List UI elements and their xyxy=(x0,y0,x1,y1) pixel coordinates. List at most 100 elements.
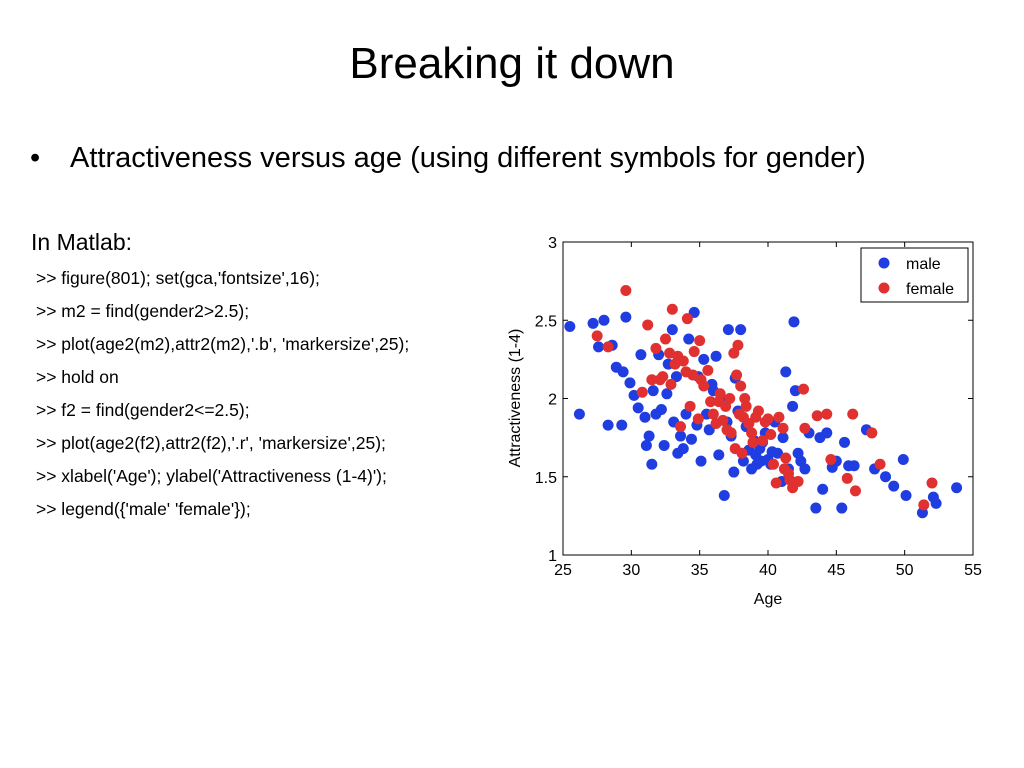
female-point xyxy=(692,413,704,425)
matlab-intro: In Matlab: xyxy=(31,229,132,255)
legend-marker-female xyxy=(878,282,890,294)
female-point xyxy=(707,408,719,420)
code-line: >> m2 = find(gender2>2.5); xyxy=(36,301,250,321)
female-point xyxy=(660,333,671,345)
legend-label-female: female xyxy=(906,281,954,298)
male-point xyxy=(810,502,822,514)
male-point xyxy=(897,454,909,466)
male-point xyxy=(710,350,722,362)
x-tick-label: 55 xyxy=(964,562,982,579)
female-point xyxy=(732,339,744,351)
data-points xyxy=(564,285,963,519)
female-point xyxy=(705,396,717,408)
female-point xyxy=(666,303,678,315)
male-point xyxy=(685,433,697,445)
female-point xyxy=(874,458,886,470)
code-line: >> legend({'male' 'female'}); xyxy=(36,499,251,519)
female-point xyxy=(702,364,714,376)
female-point xyxy=(926,477,938,489)
female-point xyxy=(866,427,878,439)
female-point xyxy=(811,410,823,422)
y-tick-label: 2 xyxy=(548,392,557,409)
male-point xyxy=(647,385,659,397)
female-point xyxy=(725,427,737,439)
male-point xyxy=(888,480,900,492)
male-point xyxy=(640,439,652,451)
male-point xyxy=(780,366,792,378)
female-point xyxy=(714,388,726,400)
male-point xyxy=(602,419,614,431)
male-point xyxy=(836,502,848,514)
female-point xyxy=(798,383,810,395)
male-point xyxy=(722,324,734,336)
female-point xyxy=(847,408,859,420)
male-point xyxy=(695,455,707,467)
female-point xyxy=(773,411,785,423)
female-point xyxy=(646,374,658,386)
female-point xyxy=(792,475,804,487)
male-point xyxy=(646,458,658,470)
male-point xyxy=(666,324,678,336)
female-point xyxy=(717,414,729,426)
male-point xyxy=(880,471,892,483)
male-point xyxy=(616,419,628,431)
male-point xyxy=(564,321,576,333)
female-point xyxy=(780,452,792,464)
male-point xyxy=(573,408,585,420)
female-point xyxy=(740,400,752,412)
male-point xyxy=(698,353,710,365)
x-tick-label: 50 xyxy=(896,562,914,579)
male-point xyxy=(632,402,644,414)
x-tick-label: 35 xyxy=(691,562,709,579)
male-point xyxy=(788,316,800,328)
female-point xyxy=(767,458,779,470)
female-point xyxy=(657,371,669,383)
male-point xyxy=(639,411,651,423)
female-point xyxy=(735,380,747,392)
female-point xyxy=(694,335,706,347)
female-point xyxy=(681,313,693,325)
female-point xyxy=(687,369,699,381)
bullet-text: Attractiveness versus age (using differe… xyxy=(70,142,866,174)
male-point xyxy=(683,333,695,345)
code-line: >> plot(age2(f2),attr2(f2),'.r', 'marker… xyxy=(36,433,386,453)
female-point xyxy=(841,472,853,484)
legend-box xyxy=(860,247,969,303)
female-point xyxy=(752,405,764,417)
male-point xyxy=(643,430,655,442)
female-point xyxy=(724,393,736,404)
slide-title: Breaking it down xyxy=(349,39,675,88)
male-point xyxy=(718,490,730,502)
female-point xyxy=(757,435,769,447)
y-tick-label: 3 xyxy=(548,235,557,252)
male-point xyxy=(675,430,687,442)
male-point xyxy=(799,463,811,475)
code-line: >> xlabel('Age'); ylabel('Attractiveness… xyxy=(36,466,387,486)
female-point xyxy=(731,369,743,381)
female-point xyxy=(698,380,710,392)
female-point xyxy=(650,342,662,354)
female-point xyxy=(675,421,687,433)
male-point xyxy=(658,439,670,451)
male-point xyxy=(728,466,740,478)
y-tick-label: 1 xyxy=(548,548,557,565)
axis-ticks: 25 30 35 40 45 50 55 1 1.5 2 2.5 3 xyxy=(535,235,982,579)
female-point xyxy=(642,319,654,331)
female-point xyxy=(636,386,648,398)
female-point xyxy=(825,454,837,466)
male-point xyxy=(587,317,599,329)
female-point xyxy=(684,400,696,412)
female-point xyxy=(849,485,861,497)
male-point xyxy=(670,371,682,383)
female-point xyxy=(777,422,789,434)
male-point xyxy=(655,403,667,415)
male-point xyxy=(848,460,860,472)
male-point xyxy=(787,400,799,412)
male-point xyxy=(713,449,725,461)
female-point xyxy=(747,436,759,448)
male-point xyxy=(735,324,747,336)
y-tick-label: 2.5 xyxy=(535,313,557,330)
code-line: >> figure(801); set(gca,'fontsize',16); xyxy=(36,268,320,288)
code-line: >> hold on xyxy=(36,367,119,387)
